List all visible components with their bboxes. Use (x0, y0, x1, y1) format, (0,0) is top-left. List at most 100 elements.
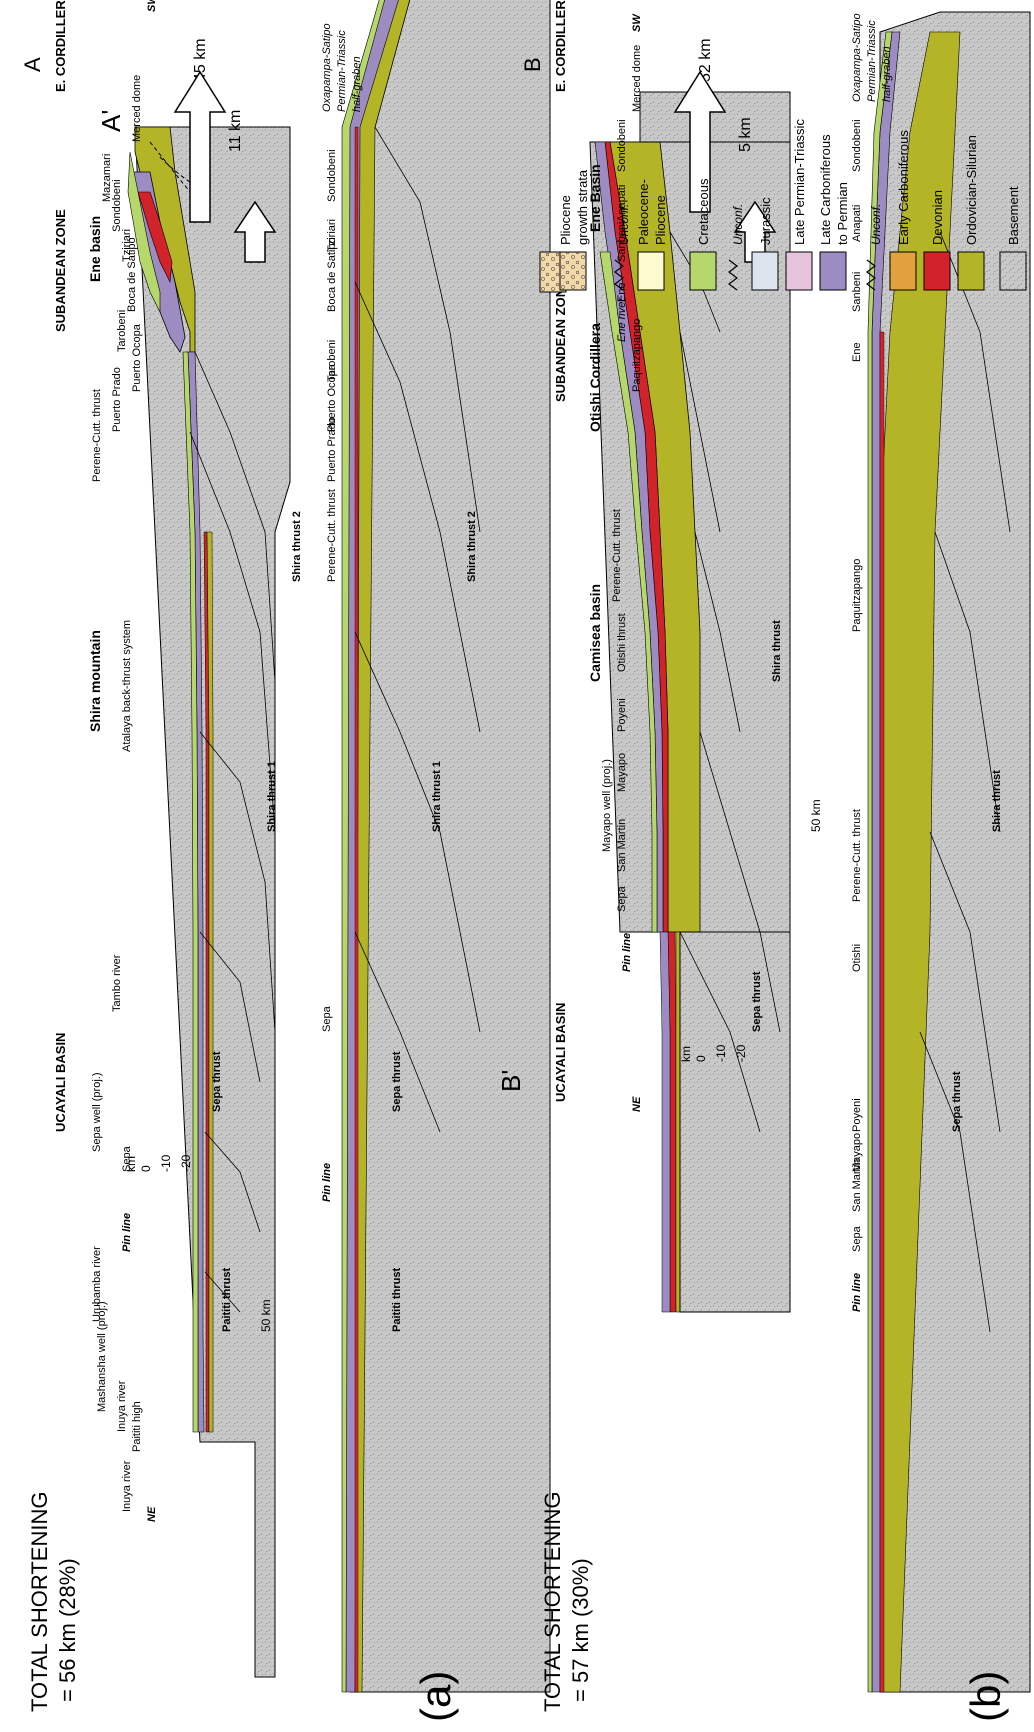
arrow-large-a: 45 km (192, 38, 209, 82)
legend-late-carboniferous-2: to Permian (835, 182, 850, 245)
section-start-a: A (20, 57, 45, 72)
loc-boca-a: Boca de Satipo (126, 237, 138, 312)
loc-mayapo-b: Mayapo (616, 753, 628, 792)
thrust-shira1-a: Shira thrust 1 (266, 761, 278, 832)
sw-label-a: SW (146, 0, 158, 12)
sw-label-b: SW (631, 13, 643, 32)
legend-ordovician: Ordovician-Silurian (964, 135, 979, 245)
halfgraben-a-2: Permian-Triassic (336, 30, 348, 112)
loc-tambo-a: Tambo river (111, 954, 123, 1012)
loc-sanmartin-b: San Martin (616, 819, 628, 872)
legend-unconf-3: Unconf. (869, 204, 883, 245)
halfgraben-a-3: half-graben (351, 56, 363, 112)
r-loc-sanmartin-b: San Martin (851, 1159, 863, 1212)
r-loc-sondobeni-a: Sondobeni (326, 149, 338, 202)
arrow-small-b: 5 km (737, 117, 754, 152)
panel-b: TOTAL SHORTENING = 57 km (30%) (b) B B' … (496, 0, 1031, 1722)
loc-perene-a: Perene-Cutt. thrust (91, 389, 103, 482)
r-loc-puerto-ocopa-a: Puerto Ocopa (326, 363, 338, 432)
thrust-paititi-a: Paititi thrust (221, 1267, 233, 1332)
r-loc-sondobeni-b: Sondobeni (851, 119, 863, 172)
section-end-b: B' (496, 1070, 526, 1092)
legend-items: Pliocene growth strata Unconf. Paleocene… (558, 119, 1027, 291)
loc-anapati-b: Anapati (616, 185, 628, 222)
r-loc-pinline-b: Pin line (851, 1273, 863, 1312)
zone-ecordillera-b: E. CORDILLERA (553, 0, 568, 92)
depth-10-a: -10 (159, 1154, 173, 1172)
legend-late-carboniferous-1: Late Carboniferous (818, 134, 833, 245)
loc-inuya-a: Inuya river (116, 1380, 128, 1432)
ne-label-b: NE (631, 1096, 643, 1112)
legend-devonian: Devonian (930, 190, 945, 245)
r-loc-sepa-b: Sepa (851, 1225, 863, 1252)
loc-poyeni-b: Poyeni (616, 698, 628, 732)
r-loc-mayapo-b: Mayapo (851, 1133, 863, 1172)
r-thrust-shira-b: Shira thrust (991, 770, 1003, 832)
basin-shira-a: Shira mountain (87, 630, 103, 732)
depth-10-b: -10 (714, 1044, 728, 1062)
loc-urubamba-a: Urubamba river (91, 1246, 103, 1322)
r-thrust-sepa-a: Sepa thrust (391, 1051, 403, 1112)
loc-sondobeni-b: Sondobeni (616, 119, 628, 172)
zone-subandean-a: SUBANDEAN ZONE (53, 209, 68, 332)
zone-ucayali-b: UCAYALI BASIN (553, 1003, 568, 1102)
thrust-sepa-a: Sepa thrust (211, 1051, 223, 1112)
section-a-deformed (127, 126, 291, 1678)
zone-subandean-b: SUBANDEAN ZONE (553, 279, 568, 402)
legend-swatch-jurassic (751, 251, 779, 291)
panel-label-a: (a) (412, 1671, 459, 1722)
loc-sepa-a: Sepa (121, 1145, 133, 1172)
loc-atalaya-a: Atalaya back-thrust system (121, 620, 133, 752)
legend-unconf-1-icon (614, 259, 624, 291)
loc-merced-a: Merced dome (131, 75, 143, 142)
zone-ecordillera-a: E. CORDILLERA (53, 0, 68, 92)
loc-merced-b: Merced dome (631, 45, 643, 112)
legend-unconf-2-icon (728, 259, 738, 291)
legend-unconf-1: Unconf. (617, 204, 631, 245)
thrust-sepa-b: Sepa thrust (751, 971, 763, 1032)
depth-20-a: -20 (179, 1154, 193, 1172)
r-thrust-paititi-a: Paititi thrust (391, 1267, 403, 1332)
legend-swatch-basement (999, 251, 1027, 291)
legend-paleocene-2: Pliocene (653, 195, 668, 245)
loc-sepa-well-a: Sepa well (proj.) (91, 1073, 103, 1152)
fault-lines-a (189, 351, 276, 1313)
shortening-value-b: = 57 km (30%) (568, 1558, 593, 1702)
r-loc-perene-a: Perene-Cutt. thrust (326, 489, 338, 582)
legend-unconf-2: Unconf. (731, 204, 745, 245)
r-loc-puerto-prado-a: Puerto Prado (326, 417, 338, 482)
legend-jurassic: Jurassic (758, 197, 773, 245)
r-loc-sepa-a: Sepa (321, 1005, 333, 1032)
total-shortening-b: TOTAL SHORTENING (540, 1492, 565, 1712)
loc-inuya2-a: Inuya river (121, 1460, 133, 1512)
loc-puerto-ocopa-a: Puerto Ocopa (131, 323, 143, 392)
arrow-large-b-shape (673, 70, 727, 213)
panel-label-b: (b) (962, 1671, 1009, 1722)
r-thrust-sepa-b: Sepa thrust (951, 1071, 963, 1132)
section-b-restored (867, 11, 1031, 1693)
legend-pliocene-2: growth strata (575, 169, 590, 245)
r-loc-sanbeni-b: Sanbeni (851, 272, 863, 312)
depth-20-b: -20 (734, 1044, 748, 1062)
thrust-shira2-a: Shira thrust 2 (291, 511, 303, 582)
depth-0-a: 0 (139, 1165, 153, 1172)
loc-tarobeni-a: Tarobeni (116, 310, 128, 352)
legend-swatch-early-carboniferous (889, 251, 917, 291)
halfgraben-b-1: Oxapampa-Satipo (851, 13, 863, 102)
r-loc-paquitzapango-b: Paquitzapango (851, 559, 863, 632)
r-loc-pinline-a: Pin line (321, 1163, 333, 1202)
halfgraben-b-2: Permian-Triassic (866, 20, 878, 102)
legend-swatch-paleocene (637, 251, 665, 291)
arrow-large-a-shape (173, 70, 227, 223)
loc-ene-river-b: Ene river (616, 297, 628, 342)
legend-pliocene-1: Pliocene (558, 195, 573, 245)
legend-cretaceous: Cretaceous (696, 178, 711, 245)
loc-sanbeni-b: Sanbeni (616, 222, 628, 262)
legend-swatch-ordovician (957, 251, 985, 291)
r-loc-perene-b: Perene-Cutt. thrust (851, 809, 863, 902)
legend-late-permian: Late Permian-Triassic (792, 119, 807, 245)
legend-unconf-3-icon (866, 259, 876, 291)
arrow-small-a: 11 km (227, 110, 244, 152)
section-start-b: B (520, 57, 545, 72)
loc-mashansha-a: Mashansha well (proj.) (96, 1301, 108, 1412)
